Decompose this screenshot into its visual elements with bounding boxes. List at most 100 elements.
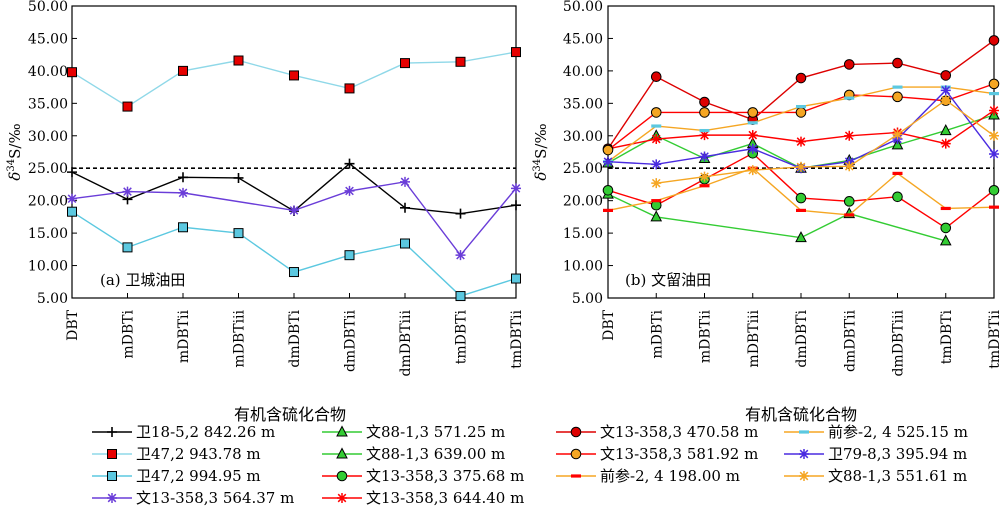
y-axis-label: δ34S/‰ [6,123,24,180]
data-point [651,199,662,203]
y-tick-label: 50.00 [563,0,603,15]
legend-label: 文13-358,3 470.58 m [600,423,758,441]
legend-label: 文13-358,3 644.40 m [366,489,524,507]
data-point [455,250,466,261]
data-point [344,250,355,261]
data-point [289,267,299,278]
data-point [892,91,903,103]
x-tick-label: tmDBTi [939,309,955,364]
data-point [844,213,855,217]
data-point [122,101,133,112]
data-point [844,96,855,100]
data-point [796,161,806,172]
data-point [989,148,999,159]
legend-marker [570,426,582,438]
data-point [939,124,952,136]
data-point [178,65,188,76]
data-point [699,130,710,141]
x-tick-label: mDBTii [176,309,192,363]
legend-label: 卫18-5,2 842.26 m [136,423,275,441]
y-tick-label: 50.00 [28,0,68,15]
series-3 [603,105,999,154]
y-tick-label: 40.00 [563,64,603,80]
data-point [455,208,466,219]
data-point [178,187,188,198]
data-point [455,291,466,302]
data-point [796,136,806,147]
x-tick-label: tmDBTii [987,309,1000,368]
x-tick-label: DBT [65,309,81,341]
series-1 [67,47,521,112]
legend-label: 文88-1,3 639.00 m [366,445,505,463]
legend-label: 文13-358,3 564.37 m [136,489,294,507]
series-line [607,39,995,150]
data-point [892,191,903,203]
data-point [843,59,855,70]
data-point [747,121,758,125]
series-4 [602,35,1000,155]
data-point [651,124,662,128]
y-tick-label: 15.00 [28,226,68,242]
data-point [650,210,663,222]
legend-item: 文13-358,3 470.58 m [556,423,758,441]
legend-item: 文88-1,3 551.61 m [784,467,967,485]
series-3 [67,176,521,261]
y-tick-label: 10.00 [28,259,68,275]
legend-label: 前参-2, 4 198.00 m [600,467,740,485]
y-tick-label: 20.00 [28,194,68,210]
legend-item: 前参-2, 4 198.00 m [556,467,740,485]
data-point [603,208,613,212]
x-tick-label: dmDBTii [842,309,858,372]
data-point [455,56,466,67]
y-tick-label: 35.00 [563,96,603,112]
data-point [940,222,952,234]
data-point [747,130,758,141]
legend-label: 文88-1,3 571.25 m [366,423,505,441]
data-point [796,104,806,109]
data-point [511,183,521,194]
data-point [602,184,614,196]
data-point [650,107,662,118]
y-tick-label: 10.00 [563,259,603,275]
data-point [843,196,855,207]
data-point [699,128,710,133]
data-point [892,129,903,140]
legend-item: 文13-358,3 644.40 m [322,489,524,507]
data-point [989,130,999,141]
data-point [940,138,951,149]
data-point [603,156,613,167]
y-axis-label-superscript: 34 [6,159,17,172]
x-tick-label: dmDBTi [287,309,303,367]
data-point [699,184,710,188]
data-point [891,138,904,150]
series-line [656,99,995,184]
x-tick-label: mDBTiii [746,309,762,367]
y-tick-label: 25.00 [563,161,603,177]
data-point [511,200,521,211]
y-tick-label: 45.00 [563,31,603,47]
panel-b: 5.00 10.00 15.00 20.00 25.00 30.00 35.00 40.00 4… [532,0,1000,424]
legend-label: 卫79-8,3 395.94 m [828,445,967,463]
legend-label: 文88-1,3 551.61 m [828,467,967,485]
data-point [233,228,244,239]
data-point [988,184,1000,196]
legend-item: 卫47,2 994.95 m [92,467,261,485]
plot-frame [71,5,517,299]
data-point [344,83,355,94]
x-axis-label: 有机含硫化合物 [745,405,857,424]
series-line [607,86,995,163]
legend-marker [107,493,117,503]
legend-marker [107,449,117,459]
data-point [795,107,807,118]
legend-marker [336,447,348,459]
x-axis-label: 有机含硫化合物 [234,405,346,424]
x-tick-label: mDBTii [698,309,714,363]
data-point [67,206,77,217]
data-point [699,107,710,118]
legend-item: 文13-358,3 581.92 m [556,445,758,463]
y-tick-label: 40.00 [28,64,68,80]
data-point [178,172,188,183]
legend-marker [571,474,581,478]
x-tick-label: mDBTi [121,309,137,358]
